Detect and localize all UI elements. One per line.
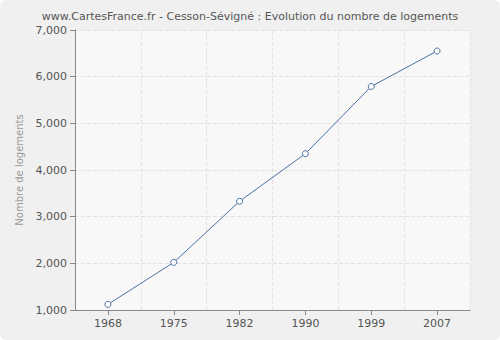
svg-text:2007: 2007 [423,317,451,330]
svg-text:3,000: 3,000 [36,210,68,223]
svg-text:1975: 1975 [160,317,188,330]
svg-text:7,000: 7,000 [36,24,68,37]
svg-text:1968: 1968 [94,317,122,330]
svg-text:1,000: 1,000 [36,304,68,317]
svg-text:www.CartesFrance.fr - Cesson-S: www.CartesFrance.fr - Cesson-Sévigné : E… [42,10,459,23]
svg-text:1999: 1999 [357,317,385,330]
svg-text:1990: 1990 [291,317,319,330]
svg-text:1982: 1982 [226,317,254,330]
svg-text:5,000: 5,000 [36,117,68,130]
svg-text:Nombre de logements: Nombre de logements [14,114,25,225]
svg-text:6,000: 6,000 [36,70,68,83]
svg-text:2,000: 2,000 [36,257,68,270]
svg-text:4,000: 4,000 [36,164,68,177]
